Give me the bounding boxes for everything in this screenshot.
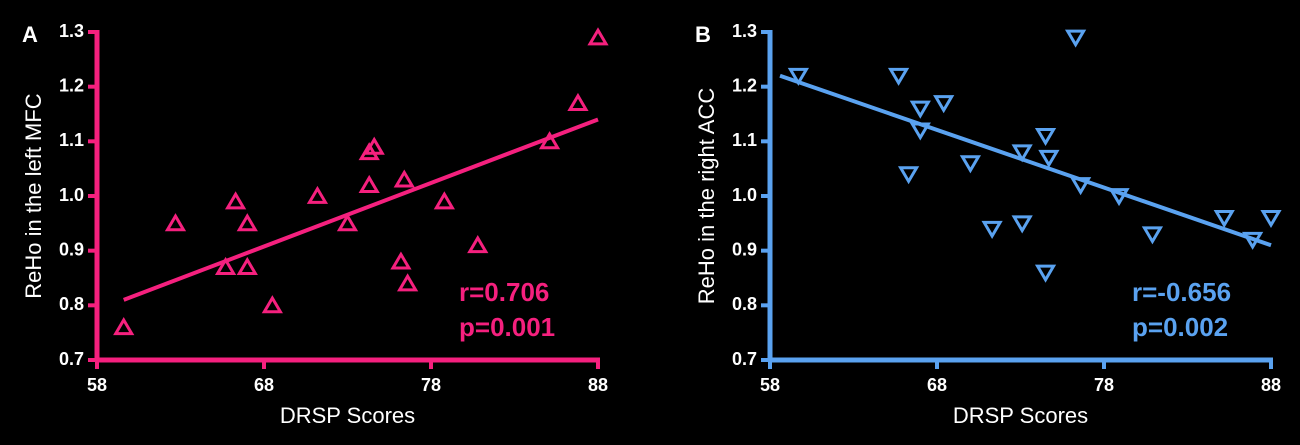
annotation: r=-0.656 [1132, 277, 1231, 307]
panel-label: A [22, 22, 38, 47]
y-tick-label: 1.3 [59, 21, 84, 41]
point [887, 67, 910, 86]
point [897, 166, 920, 185]
x-axis-label: DRSP Scores [953, 403, 1088, 428]
point [236, 256, 258, 275]
point [567, 92, 589, 111]
y-tick-label: 0.9 [732, 239, 757, 259]
point [1069, 177, 1092, 196]
x-tick-label: 78 [421, 375, 441, 395]
point [390, 251, 412, 270]
point [393, 169, 415, 188]
point [1034, 264, 1057, 283]
trend-line [779, 73, 1272, 248]
y-tick-label: 1.2 [59, 75, 84, 95]
point [1011, 144, 1033, 163]
point [1064, 29, 1087, 48]
point [981, 220, 1003, 239]
point [164, 213, 187, 232]
y-axis-label: ReHo in the left MFC [21, 93, 46, 299]
annotation: p=0.001 [459, 312, 555, 342]
point [538, 131, 561, 150]
point [1260, 209, 1282, 229]
point [587, 27, 609, 46]
point [236, 213, 258, 232]
y-tick-label: 1.2 [732, 75, 757, 95]
point [1108, 188, 1130, 207]
point [363, 136, 385, 155]
point [933, 95, 955, 114]
point [909, 100, 931, 119]
point [1011, 215, 1033, 234]
y-axis-label: ReHo in the right ACC [694, 88, 719, 305]
point [1242, 231, 1264, 250]
point [113, 317, 135, 336]
x-tick-label: 68 [254, 375, 274, 395]
x-tick-label: 58 [87, 375, 107, 395]
point [433, 191, 455, 210]
y-tick-label: 0.8 [732, 294, 757, 314]
annotation: p=0.002 [1132, 312, 1228, 342]
point [261, 295, 283, 314]
annotation: r=0.706 [459, 277, 549, 307]
x-tick-label: 58 [760, 375, 780, 395]
point [1141, 226, 1164, 245]
y-tick-label: 0.7 [732, 349, 757, 369]
x-axis-label: DRSP Scores [280, 403, 415, 428]
point [358, 174, 380, 193]
x-tick-label: 68 [927, 375, 947, 395]
y-tick-label: 1.0 [59, 185, 84, 205]
point [336, 213, 359, 232]
x-tick-label: 88 [1261, 375, 1281, 395]
point [1038, 149, 1060, 168]
point [1034, 127, 1057, 147]
y-tick-label: 1.0 [732, 185, 757, 205]
y-tick-label: 1.3 [732, 21, 757, 41]
y-tick-label: 0.9 [59, 239, 84, 259]
point [1213, 209, 1235, 229]
point [959, 155, 982, 174]
x-tick-label: 78 [1094, 375, 1114, 395]
y-tick-label: 1.1 [59, 130, 84, 150]
point [396, 273, 419, 292]
point [224, 191, 247, 210]
point [214, 256, 237, 275]
point [787, 67, 810, 86]
y-tick-label: 1.1 [732, 130, 757, 150]
x-tick-label: 88 [588, 375, 608, 395]
y-tick-label: 0.8 [59, 294, 84, 314]
trend-line [123, 117, 599, 302]
y-tick-label: 0.7 [59, 349, 84, 369]
panel-label: B [695, 22, 711, 47]
point [467, 235, 489, 254]
point [909, 122, 931, 141]
point [306, 185, 329, 204]
